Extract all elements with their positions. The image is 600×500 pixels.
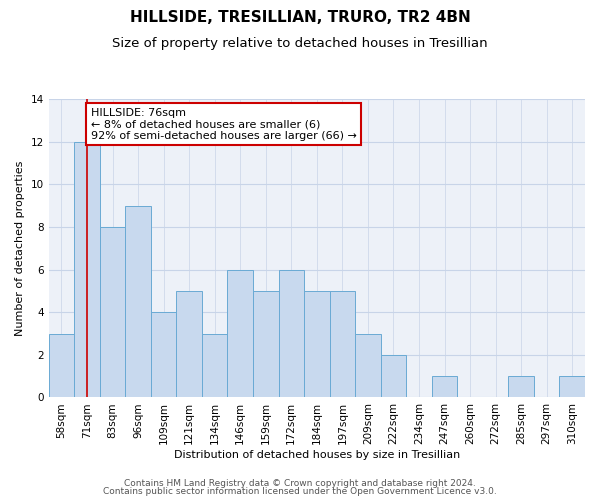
Bar [432, 376, 457, 398]
Bar [508, 376, 534, 398]
Bar [559, 376, 585, 398]
Bar [49, 334, 74, 398]
Bar [355, 334, 380, 398]
Y-axis label: Number of detached properties: Number of detached properties [15, 160, 25, 336]
Bar [227, 270, 253, 398]
Bar [176, 291, 202, 398]
X-axis label: Distribution of detached houses by size in Tresillian: Distribution of detached houses by size … [174, 450, 460, 460]
Bar [151, 312, 176, 398]
Bar [202, 334, 227, 398]
Text: HILLSIDE, TRESILLIAN, TRURO, TR2 4BN: HILLSIDE, TRESILLIAN, TRURO, TR2 4BN [130, 10, 470, 25]
Text: Contains public sector information licensed under the Open Government Licence v3: Contains public sector information licen… [103, 487, 497, 496]
Bar [253, 291, 278, 398]
Bar [125, 206, 151, 398]
Bar [278, 270, 304, 398]
Text: HILLSIDE: 76sqm
← 8% of detached houses are smaller (6)
92% of semi-detached hou: HILLSIDE: 76sqm ← 8% of detached houses … [91, 108, 356, 140]
Bar [304, 291, 329, 398]
Text: Size of property relative to detached houses in Tresillian: Size of property relative to detached ho… [112, 38, 488, 51]
Bar [100, 227, 125, 398]
Bar [74, 142, 100, 398]
Bar [380, 355, 406, 398]
Bar [329, 291, 355, 398]
Text: Contains HM Land Registry data © Crown copyright and database right 2024.: Contains HM Land Registry data © Crown c… [124, 478, 476, 488]
